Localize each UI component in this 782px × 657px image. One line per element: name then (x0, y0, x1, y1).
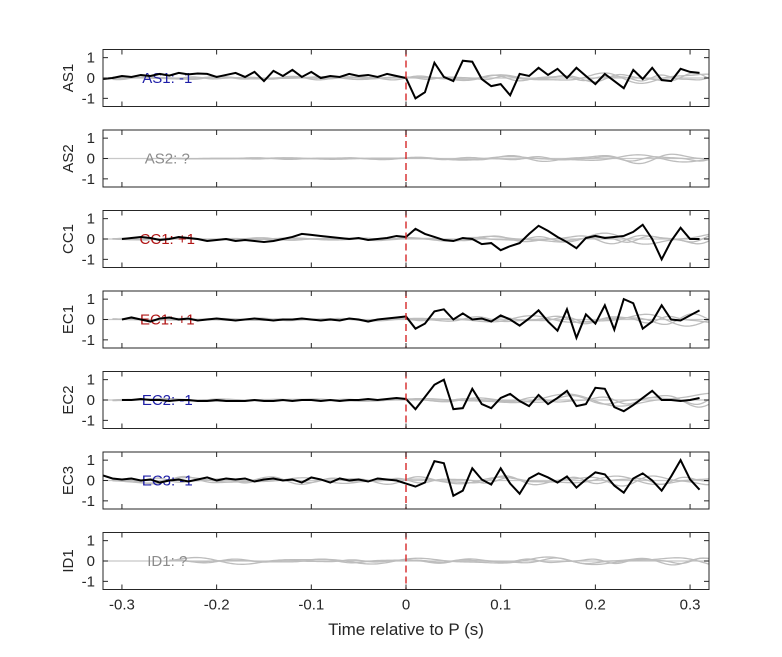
station-trace-group (121, 297, 701, 341)
y-tick-label: 1 (87, 452, 95, 469)
y-tick-label: 0 (87, 312, 95, 329)
y-axis-label: EC3 (60, 466, 77, 495)
station-trace-group (121, 223, 700, 262)
station-trace (121, 297, 701, 341)
y-tick-label: 1 (87, 372, 95, 389)
x-tick-label: -0.3 (109, 597, 135, 614)
y-tick-label: 0 (87, 231, 95, 248)
gray-trace (112, 475, 709, 487)
station-trace (121, 223, 700, 262)
panel-ec1: EC1: +1 -1 0 1 EC1 (60, 290, 710, 349)
gray-trace (169, 557, 709, 565)
y-tick-label: 0 (87, 151, 95, 168)
y-tick-label: -1 (82, 171, 95, 188)
x-tick-label: -0.1 (298, 597, 324, 614)
x-tick-label: -0.2 (204, 597, 230, 614)
y-axis-label: EC2 (60, 385, 77, 414)
y-tick-label: 1 (87, 50, 95, 67)
y-axis-label: ID1 (60, 549, 77, 572)
y-tick-label: -1 (82, 493, 95, 510)
y-tick-label: 0 (87, 70, 95, 87)
station-trace-group (103, 59, 700, 100)
gray-trace (112, 475, 709, 486)
panel-annotation: EC1: +1 (140, 312, 195, 329)
station-trace-group (121, 378, 700, 413)
y-tick-label: -1 (82, 251, 95, 268)
x-tick-label: 0.2 (585, 597, 606, 614)
gray-trace (169, 556, 709, 566)
x-tick-label: 0 (402, 597, 410, 614)
station-trace-group (103, 458, 701, 498)
y-axis-label: EC1 (60, 305, 77, 334)
panel-as1: AS1: -1 -1 0 1 AS1 (60, 49, 710, 107)
panel-annotation: AS2: ? (145, 151, 190, 168)
station-trace (121, 378, 700, 413)
y-axis-label: CC1 (60, 224, 77, 254)
gray-traces (169, 556, 709, 566)
station-trace (103, 59, 700, 100)
y-axis-label: AS2 (60, 144, 77, 172)
y-tick-label: -1 (82, 90, 95, 107)
panel-annotation: ID1: ? (147, 553, 187, 570)
panel-as2: AS2: ? -1 0 1 AS2 (60, 129, 710, 188)
y-tick-label: 1 (87, 533, 95, 550)
gray-trace (169, 156, 709, 162)
x-axis-label: Time relative to P (s) (328, 620, 484, 639)
y-tick-label: 1 (87, 130, 95, 147)
y-tick-label: 1 (87, 211, 95, 228)
panel-annotation: AS1: -1 (142, 70, 192, 87)
y-tick-label: -1 (82, 412, 95, 429)
x-tick-label: 0.3 (680, 597, 701, 614)
y-tick-label: 1 (87, 291, 95, 308)
gray-traces (169, 153, 709, 165)
y-tick-label: -1 (82, 573, 95, 590)
y-tick-label: 0 (87, 392, 95, 409)
y-tick-label: -1 (82, 332, 95, 349)
x-tick-label: 0.1 (490, 597, 511, 614)
y-tick-label: 0 (87, 473, 95, 490)
y-tick-label: 0 (87, 553, 95, 570)
y-axis-label: AS1 (60, 64, 77, 92)
panel-id1: ID1: ? -1 0 1 ID1 -0.3 -0.2 -0.1 0 0.1 0.2 0.3 (60, 532, 710, 614)
station-trace (103, 458, 701, 498)
